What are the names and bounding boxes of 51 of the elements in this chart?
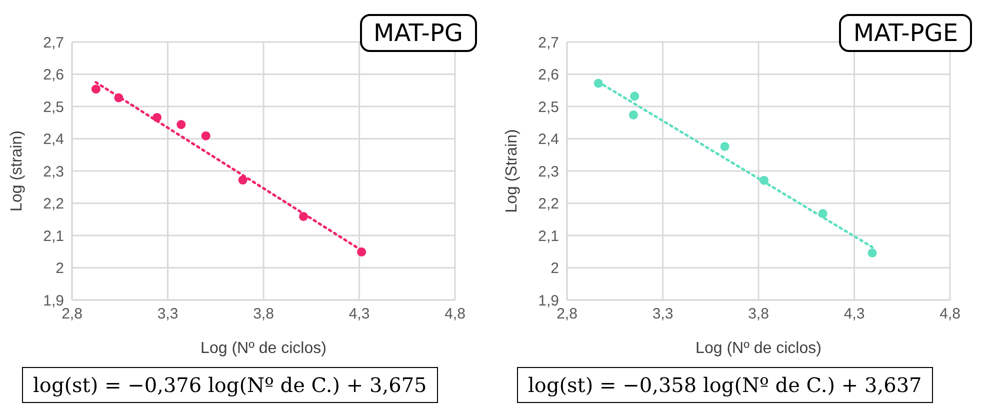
point xyxy=(152,112,162,122)
y-tick-label: 2,1 xyxy=(43,228,64,245)
y-axis-title: Log (Strain) xyxy=(504,129,521,213)
point xyxy=(201,131,210,140)
y-tick-label: 1,9 xyxy=(538,292,559,310)
y-tick-label: 2,5 xyxy=(538,98,559,116)
x-tick-label: 3,8 xyxy=(253,306,274,323)
point xyxy=(114,93,124,102)
y-tick-label: 2,5 xyxy=(43,98,64,116)
y-tick-label: 2,4 xyxy=(43,131,64,148)
x-tick-label: 4,3 xyxy=(348,306,370,323)
point xyxy=(720,142,730,151)
x-axis-title: Log (Nº de ciclos) xyxy=(200,340,326,357)
y-tick-label: 2,6 xyxy=(538,66,559,84)
text: log(st) = −0,376 log(Nº de C.) + 3,675 xyxy=(22,367,438,403)
point xyxy=(868,248,877,258)
x-tick-label: 4,8 xyxy=(444,306,466,323)
y-tick-label: 2,7 xyxy=(43,34,64,52)
point xyxy=(176,120,186,130)
y-tick-label: 2,1 xyxy=(538,228,559,245)
x-tick-label: 4,3 xyxy=(844,306,865,323)
y-tick-label: 2,7 xyxy=(538,34,559,52)
y-tick-label: 2,6 xyxy=(43,66,64,84)
point xyxy=(594,78,603,88)
y-tick-label: 2,2 xyxy=(538,196,559,213)
x-axis-title: Log (Nº de ciclos) xyxy=(696,340,822,357)
point xyxy=(299,212,308,221)
point xyxy=(760,176,769,185)
text: log(st) = −0,358 log(Nº de C.) + 3,637 xyxy=(517,367,933,403)
point xyxy=(357,247,366,256)
y-tick-label: 2,4 xyxy=(538,131,559,148)
point xyxy=(628,110,638,120)
x-tick-label: 3,8 xyxy=(748,306,769,323)
chart-title: MAT-PGE xyxy=(839,14,972,52)
chart-title: MAT-PG xyxy=(360,14,477,52)
y-axis-title: Log (strain) xyxy=(8,130,26,212)
y-tick-label: 1,9 xyxy=(43,292,64,310)
y-tick-label: 2 xyxy=(56,260,64,278)
x-tick-label: 3,3 xyxy=(157,306,178,323)
point xyxy=(630,92,640,101)
y-tick-label: 2,3 xyxy=(43,163,64,180)
y-tick-label: 2,2 xyxy=(43,196,64,213)
point xyxy=(91,84,100,94)
x-tick-label: 4,8 xyxy=(940,306,960,323)
x-tick-label: 3,3 xyxy=(652,306,674,323)
y-tick-label: 2 xyxy=(550,260,559,278)
point xyxy=(818,209,828,218)
x-tick-label: 2,8 xyxy=(62,306,82,323)
point xyxy=(238,176,248,185)
x-tick-label: 2,8 xyxy=(556,306,578,323)
y-tick-label: 2,3 xyxy=(538,163,559,180)
